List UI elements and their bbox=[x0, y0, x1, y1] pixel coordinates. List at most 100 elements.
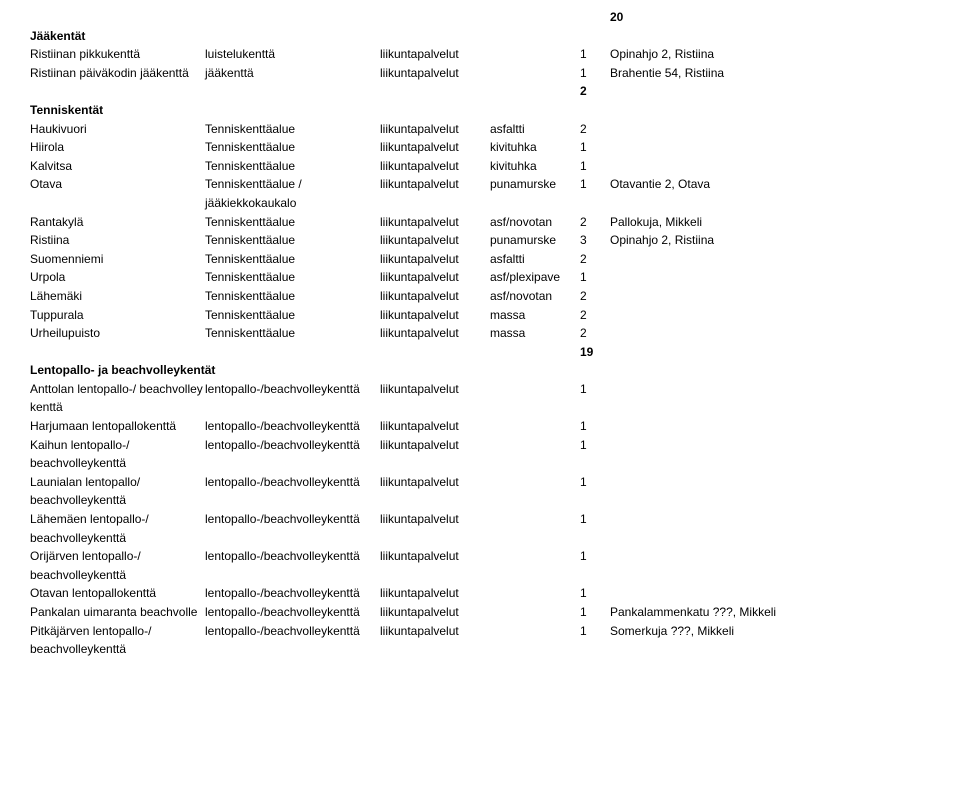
cell-c5: 2 bbox=[580, 213, 610, 232]
cell-c4: massa bbox=[490, 306, 580, 325]
cell-c5: 1 bbox=[580, 510, 610, 529]
cell-c3: liikuntapalvelut bbox=[380, 622, 490, 641]
table-row: Kaihun lentopallo-/ beachvolleykenttälen… bbox=[30, 436, 930, 473]
cell-c2: Tenniskenttäalue bbox=[205, 287, 380, 306]
cell-c4: asfaltti bbox=[490, 120, 580, 139]
cell-c6: Somerkuja ???, Mikkeli bbox=[610, 622, 930, 641]
cell-c2: lentopallo-/beachvolleykenttä bbox=[205, 473, 380, 492]
cell-c1: Harjumaan lentopallokenttä bbox=[30, 417, 205, 436]
cell-c5: 2 bbox=[580, 287, 610, 306]
cell-c4: kivituhka bbox=[490, 157, 580, 176]
cell-c3: liikuntapalvelut bbox=[380, 306, 490, 325]
cell-c1: Kalvitsa bbox=[30, 157, 205, 176]
cell-c5: 1 bbox=[580, 268, 610, 287]
table-row: Anttolan lentopallo-/ beachvolley kenttä… bbox=[30, 380, 930, 417]
section-heading-tenniskentat: Tenniskentät bbox=[30, 101, 930, 120]
cell-c3: liikuntapalvelut bbox=[380, 157, 490, 176]
cell-c1: Suomenniemi bbox=[30, 250, 205, 269]
cell-c3: liikuntapalvelut bbox=[380, 268, 490, 287]
cell-c1: Ristiinan päiväkodin jääkenttä bbox=[30, 64, 205, 83]
cell-c5: 1 bbox=[580, 436, 610, 455]
cell-c5: 2 bbox=[580, 324, 610, 343]
cell-c4: asf/novotan bbox=[490, 287, 580, 306]
table-row: Pitkäjärven lentopallo-/ beachvolleykent… bbox=[30, 622, 930, 659]
cell-c5: 2 bbox=[580, 250, 610, 269]
table-row: Ristiinan päiväkodin jääkenttäjääkenttäl… bbox=[30, 64, 930, 83]
jaakentat-rows: Ristiinan pikkukenttäluistelukenttäliiku… bbox=[30, 45, 930, 82]
section-heading-lentopallo: Lentopallo- ja beachvolleykentät bbox=[30, 361, 930, 380]
cell-c2: lentopallo-/beachvolleykenttä bbox=[205, 436, 380, 455]
cell-c2: lentopallo-/beachvolleykenttä bbox=[205, 417, 380, 436]
cell-c4: asf/plexipave bbox=[490, 268, 580, 287]
cell-c2: luistelukenttä bbox=[205, 45, 380, 64]
table-row: OtavaTenniskenttäalue / jääkiekkokaukalo… bbox=[30, 175, 930, 212]
cell-c6: Otavantie 2, Otava bbox=[610, 175, 930, 194]
tenniskentat-total-row: 19 bbox=[30, 343, 930, 362]
cell-c2: Tenniskenttäalue / jääkiekkokaukalo bbox=[205, 175, 380, 212]
table-row: RantakyläTenniskenttäalueliikuntapalvelu… bbox=[30, 213, 930, 232]
cell-c1: Tuppurala bbox=[30, 306, 205, 325]
table-row: Ristiinan pikkukenttäluistelukenttäliiku… bbox=[30, 45, 930, 64]
section-heading-jaakentat: Jääkentät bbox=[30, 27, 930, 46]
cell-c1: Ristiina bbox=[30, 231, 205, 250]
cell-c1: Urheilupuisto bbox=[30, 324, 205, 343]
table-row: HaukivuoriTenniskenttäalueliikuntapalvel… bbox=[30, 120, 930, 139]
cell-c2: lentopallo-/beachvolleykenttä bbox=[205, 547, 380, 566]
cell-c2: lentopallo-/beachvolleykenttä bbox=[205, 603, 380, 622]
cell-c6: Opinahjo 2, Ristiina bbox=[610, 45, 930, 64]
cell-c6: Opinahjo 2, Ristiina bbox=[610, 231, 930, 250]
cell-c1: Otava bbox=[30, 175, 205, 194]
cell-c1: Haukivuori bbox=[30, 120, 205, 139]
cell-c3: liikuntapalvelut bbox=[380, 231, 490, 250]
cell-c3: liikuntapalvelut bbox=[380, 64, 490, 83]
cell-c5: 2 bbox=[580, 120, 610, 139]
page-number: 20 bbox=[610, 8, 623, 27]
cell-c2: Tenniskenttäalue bbox=[205, 213, 380, 232]
cell-c1: Orijärven lentopallo-/ beachvolleykenttä bbox=[30, 547, 205, 584]
cell-c3: liikuntapalvelut bbox=[380, 138, 490, 157]
cell-c5: 2 bbox=[580, 306, 610, 325]
cell-c6: Pankalammenkatu ???, Mikkeli bbox=[610, 603, 930, 622]
cell-c3: liikuntapalvelut bbox=[380, 250, 490, 269]
cell-c1: Urpola bbox=[30, 268, 205, 287]
cell-c2: jääkenttä bbox=[205, 64, 380, 83]
table-row: LähemäkiTenniskenttäalueliikuntapalvelut… bbox=[30, 287, 930, 306]
table-row: HiirolaTenniskenttäalueliikuntapalvelutk… bbox=[30, 138, 930, 157]
cell-c1: Lähemäki bbox=[30, 287, 205, 306]
cell-c3: liikuntapalvelut bbox=[380, 213, 490, 232]
cell-c2: Tenniskenttäalue bbox=[205, 324, 380, 343]
table-row: SuomenniemiTenniskenttäalueliikuntapalve… bbox=[30, 250, 930, 269]
cell-c3: liikuntapalvelut bbox=[380, 175, 490, 194]
cell-c1: Rantakylä bbox=[30, 213, 205, 232]
cell-c4: massa bbox=[490, 324, 580, 343]
cell-c3: liikuntapalvelut bbox=[380, 45, 490, 64]
cell-c5: 1 bbox=[580, 380, 610, 399]
table-row: UrpolaTenniskenttäalueliikuntapalvelutas… bbox=[30, 268, 930, 287]
cell-c1: Hiirola bbox=[30, 138, 205, 157]
table-row: Lähemäen lentopallo-/ beachvolleykenttäl… bbox=[30, 510, 930, 547]
cell-c4: kivituhka bbox=[490, 138, 580, 157]
cell-c2: Tenniskenttäalue bbox=[205, 138, 380, 157]
heading-text: Jääkentät bbox=[30, 27, 205, 46]
cell-c5: 1 bbox=[580, 157, 610, 176]
cell-c3: liikuntapalvelut bbox=[380, 603, 490, 622]
section-total: 2 bbox=[580, 82, 610, 101]
tenniskentat-rows: HaukivuoriTenniskenttäalueliikuntapalvel… bbox=[30, 120, 930, 343]
cell-c3: liikuntapalvelut bbox=[380, 473, 490, 492]
table-row: TuppuralaTenniskenttäalueliikuntapalvelu… bbox=[30, 306, 930, 325]
cell-c2: lentopallo-/beachvolleykenttä bbox=[205, 380, 380, 399]
table-row: UrheilupuistoTenniskenttäalueliikuntapal… bbox=[30, 324, 930, 343]
cell-c3: liikuntapalvelut bbox=[380, 120, 490, 139]
cell-c1: Anttolan lentopallo-/ beachvolley kenttä bbox=[30, 380, 205, 417]
cell-c5: 1 bbox=[580, 547, 610, 566]
table-row: Otavan lentopallokenttälentopallo-/beach… bbox=[30, 584, 930, 603]
section-total: 19 bbox=[580, 343, 610, 362]
cell-c4: punamurske bbox=[490, 175, 580, 194]
cell-c4: punamurske bbox=[490, 231, 580, 250]
cell-c3: liikuntapalvelut bbox=[380, 584, 490, 603]
cell-c2: Tenniskenttäalue bbox=[205, 250, 380, 269]
lentopallo-rows: Anttolan lentopallo-/ beachvolley kenttä… bbox=[30, 380, 930, 659]
cell-c3: liikuntapalvelut bbox=[380, 436, 490, 455]
cell-c4: asf/novotan bbox=[490, 213, 580, 232]
cell-c1: Pankalan uimaranta beachvolle bbox=[30, 603, 205, 622]
